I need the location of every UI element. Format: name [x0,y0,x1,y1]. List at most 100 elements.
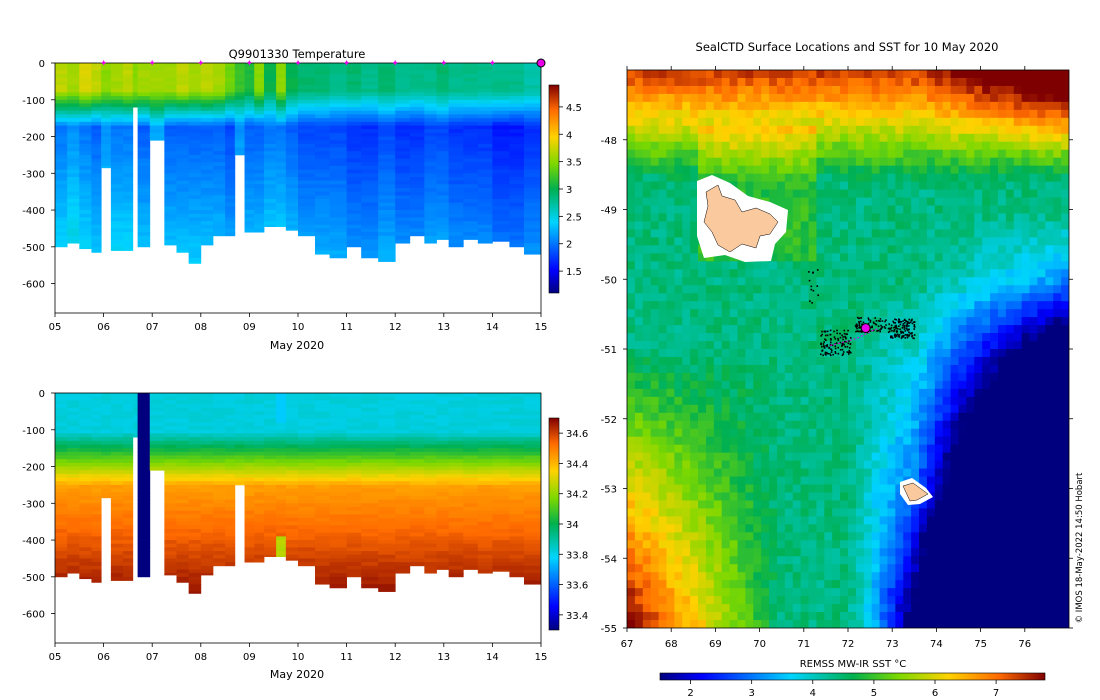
profile-cell [101,429,112,434]
profile-cell [285,455,299,460]
profile-cell [101,118,112,123]
profile-cell [361,426,379,431]
sst-cell [958,165,967,175]
profile-cell [492,118,510,123]
sst-cell [942,93,952,103]
sst-cell [990,165,999,175]
profile-cell [346,63,362,68]
profile-cell [436,107,450,112]
sst-cell [800,117,810,127]
profile-cell [254,521,265,526]
profile-column [176,393,190,583]
sst-cell [832,141,841,151]
profile-cell [91,202,102,207]
profile-cell [492,114,510,119]
profile-cell [188,400,202,405]
sst-cell [753,125,762,135]
profile-cell [212,165,226,171]
profile-cell [329,63,347,68]
profile-cell [346,118,362,123]
sst-cell [958,70,967,79]
profile-cell [55,521,68,526]
profile-cell [137,243,151,248]
profile-cell [477,536,493,541]
profile-cell [164,433,177,438]
profile-cell [509,510,525,515]
profile-cell [79,462,92,467]
profile-cell [188,151,202,156]
profile-cell [101,407,112,412]
profile-cell [67,136,80,141]
profile-cell [101,492,112,497]
profile-cell [110,393,124,398]
profile-cell [436,151,450,156]
profile-cell [234,400,245,405]
profile-cell [424,235,437,240]
profile-cell [188,129,202,134]
sst-cell [737,125,746,135]
profile-cell [523,473,541,478]
profile-cell [110,224,124,229]
profile-cell [448,499,464,504]
sst-cell [887,117,896,127]
profile-cell [298,162,316,167]
profile-cell [200,477,214,482]
profile-cell [91,455,102,460]
profile-cell [263,180,277,185]
profile-cell [123,85,134,90]
profile-cell [55,477,68,482]
profile-cell [424,462,437,467]
profile-cell [225,188,236,193]
sst-cell [950,229,959,238]
profile-cell [361,525,379,530]
profile-cell [164,232,177,237]
profile-cell [67,132,80,137]
profile-column [110,63,124,251]
profile-cell [509,455,525,460]
profile-cell [395,154,411,159]
profile-cell [244,180,255,185]
profile-cell [137,176,151,182]
profile-cell [254,224,265,229]
profile-cell [276,188,287,193]
profile-cell [477,393,493,398]
profile-cell [378,514,396,519]
profile-cell [225,529,236,534]
sst-cell [1061,237,1069,246]
sst-cell [840,229,849,238]
sst-cell [950,77,959,87]
profile-cell [110,243,124,248]
profile-column [254,393,265,563]
profile-cell [101,162,112,167]
profile-cell [110,495,124,501]
profile-cell [315,558,330,563]
profile-cell [395,121,411,126]
sst-cell [642,93,652,103]
profile-cell [110,110,124,115]
profile-cell [188,232,202,237]
profile-cell [276,213,287,218]
profile-cell [234,466,245,471]
sst-cell [950,101,959,111]
profile-cell [436,492,450,497]
profile-cell [477,400,493,405]
profile-cell [436,158,450,163]
profile-cell [424,176,437,182]
sst-cell [974,125,983,135]
profile-cell [361,547,379,552]
profile-cell [225,92,236,97]
profile-cell [137,210,151,215]
profile-column [200,63,214,246]
profile-cell [329,224,347,229]
profile-cell [263,518,277,523]
sst-cell [745,85,754,95]
profile-cell [164,540,177,545]
profile-cell [137,92,151,97]
sst-cell [627,141,636,151]
profile-cell [509,165,525,171]
profile-cell [188,176,202,182]
profile-cell [254,147,265,152]
profile-cell [346,132,362,137]
profile-cell [110,213,124,218]
sst-cell [761,93,770,103]
